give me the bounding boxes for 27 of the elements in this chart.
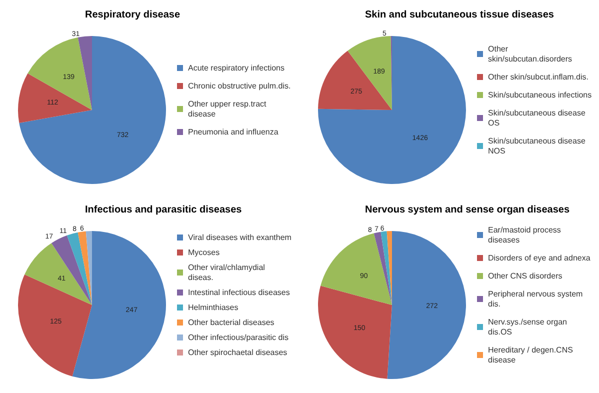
legend-label: Nerv.sys./sense organ dis.OS — [488, 318, 567, 336]
legend-label: Acute respiratory infections — [188, 64, 284, 72]
legend-label: Other skin/subcutan.disorders — [488, 44, 572, 64]
legend-label: Skin/subcutaneous disease NOS — [488, 136, 586, 156]
legend-label: Pneumonia and influenza — [188, 128, 279, 136]
legend-label: Hereditary / degen.CNS disease — [488, 346, 573, 364]
legend-label: Other CNS disorders — [488, 272, 562, 280]
legend-label: Skin/subcutaneous disease OS — [488, 108, 586, 128]
chart-title: Skin and subcutaneous tissue diseases — [365, 10, 554, 20]
chart-title: Infectious and parasitic diseases — [85, 204, 242, 216]
legend-label: Other bacterial diseases — [188, 318, 274, 327]
legend-label: Mycoses — [188, 248, 220, 257]
legend-label: Helminthiases — [188, 303, 238, 312]
legend-label: Peripheral nervous system dis. — [488, 290, 584, 308]
chart-title: Respiratory disease — [85, 10, 180, 20]
legend-label: Other infectious/parasitic dis — [188, 333, 288, 342]
legend-label: Other spirochaetal diseases — [188, 348, 288, 357]
legend-label: Other skin/subcut.inflam.dis. — [488, 72, 588, 82]
legend-label: Disorders of eye and adnexa — [488, 254, 591, 262]
legend-label: Skin/subcutaneous infections — [488, 90, 592, 100]
legend-label: Chronic obstructive pulm.dis. — [188, 82, 291, 90]
legend-label: Other viral/chlamydial diseas. — [188, 263, 266, 282]
legend-label: Viral diseases with exanthem — [188, 233, 292, 242]
legend-label: Intestinal infectious diseases — [188, 288, 290, 297]
legend-label: Other upper resp.tract disease — [188, 100, 268, 118]
legend-label: Ear/mastoid process diseases — [488, 226, 561, 244]
chart-title: Nervous system and sense organ diseases — [365, 204, 570, 216]
